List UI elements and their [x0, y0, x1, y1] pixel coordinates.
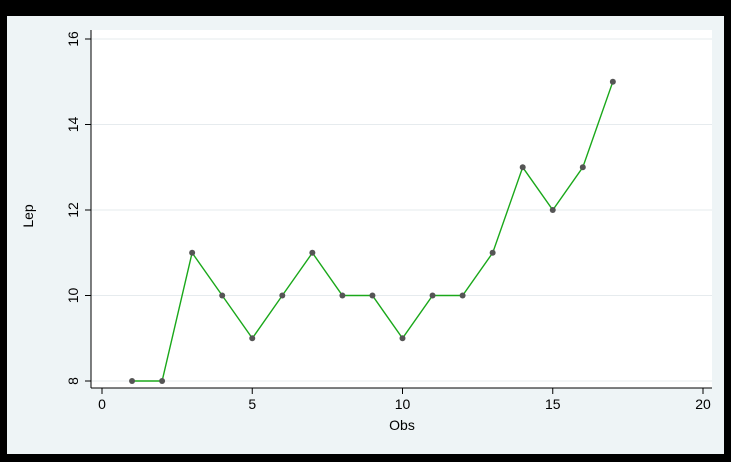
- data-point: [369, 292, 376, 299]
- x-tick-label: 20: [695, 396, 711, 412]
- data-point: [549, 207, 556, 213]
- data-point: [609, 78, 616, 85]
- data-point: [579, 164, 586, 171]
- y-axis-label: Lep: [20, 204, 36, 228]
- y-axis-ticks: 8 10 12 14 16: [65, 31, 91, 385]
- y-tick-label: 8: [65, 377, 81, 385]
- data-point: [279, 292, 286, 299]
- plot-area: [91, 30, 712, 388]
- data-point: [249, 335, 256, 342]
- data-point: [399, 335, 406, 342]
- data-point: [189, 249, 196, 256]
- y-tick-label: 10: [65, 288, 81, 304]
- x-axis-label: Obs: [389, 417, 415, 433]
- y-tick-label: 16: [65, 31, 81, 47]
- x-tick-label: 5: [248, 396, 256, 412]
- y-tick-label: 12: [65, 202, 81, 218]
- data-point: [339, 292, 346, 299]
- data-point: [519, 164, 526, 171]
- x-tick-label: 0: [98, 396, 106, 412]
- data-point: [219, 292, 226, 299]
- data-point: [309, 249, 316, 256]
- x-axis-ticks: 0 5 10 15 20: [98, 388, 711, 412]
- data-point: [129, 378, 136, 384]
- data-point: [159, 378, 166, 384]
- data-point: [459, 292, 466, 299]
- series-markers: [129, 78, 616, 384]
- x-tick-label: 10: [395, 396, 411, 412]
- data-point: [429, 292, 436, 299]
- data-point: [489, 249, 496, 256]
- y-tick-label: 14: [65, 117, 81, 133]
- grid-lines: [91, 38, 712, 382]
- x-tick-label: 15: [545, 396, 561, 412]
